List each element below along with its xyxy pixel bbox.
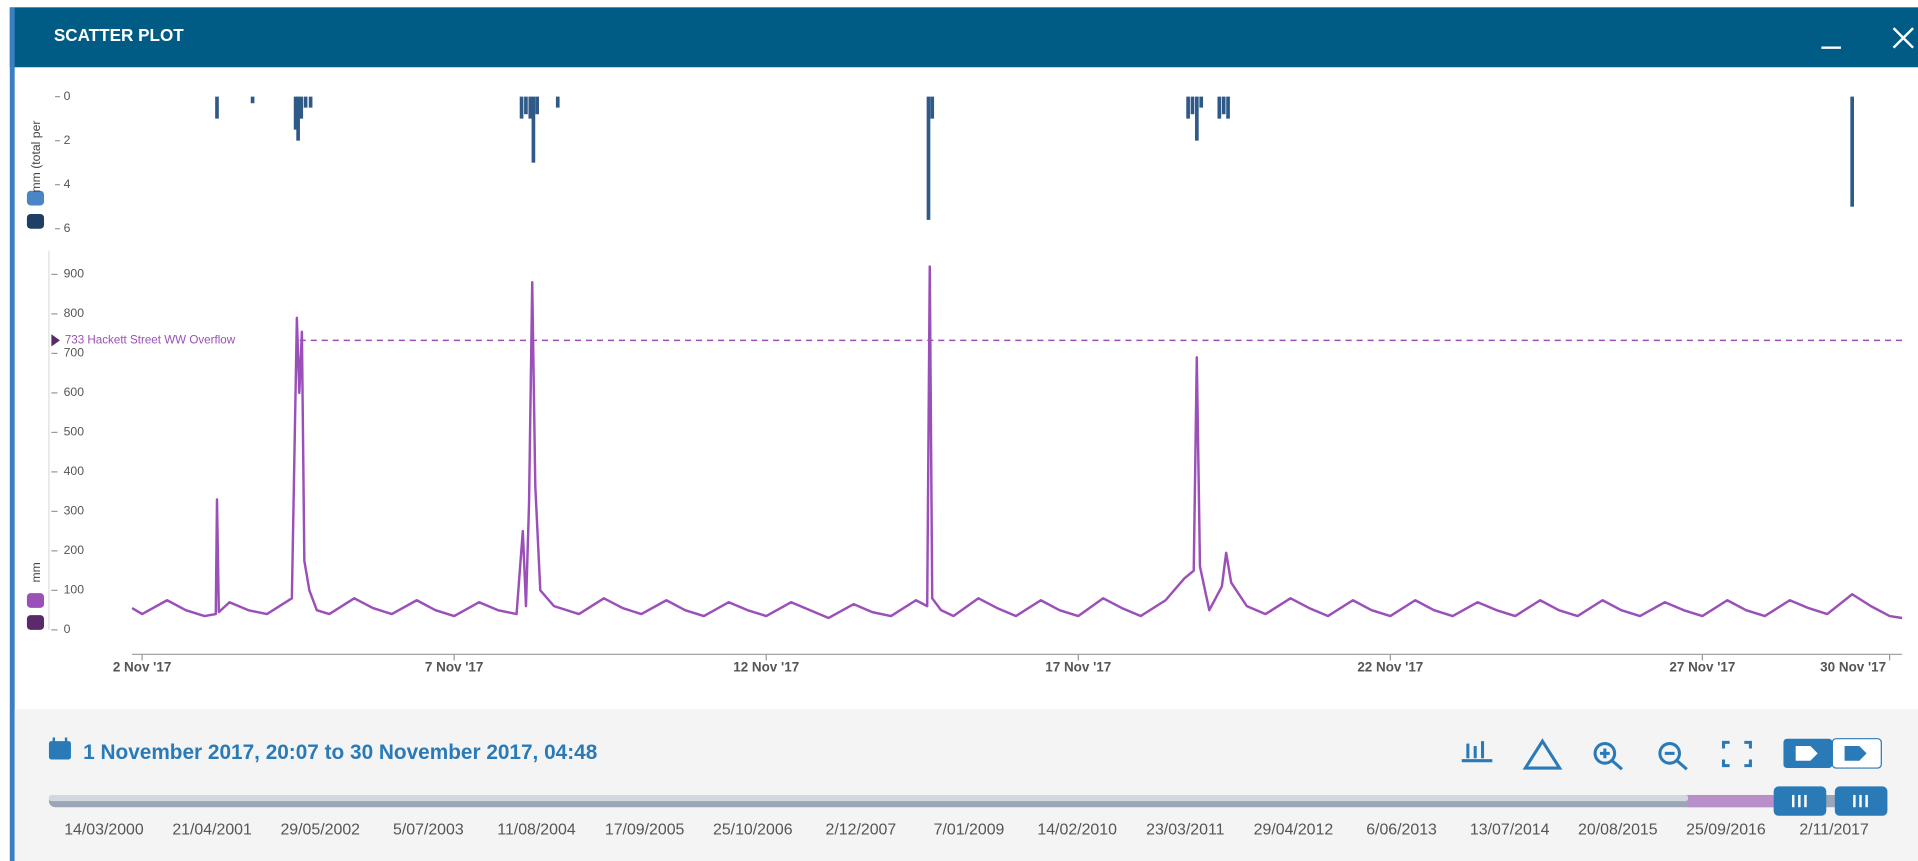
timeline-label: 13/07/2014 <box>1470 822 1550 839</box>
fullscreen-button[interactable] <box>1721 740 1752 768</box>
bar <box>215 96 219 119</box>
y-tick-label: 0 <box>64 622 71 636</box>
control-panel <box>14 709 1918 861</box>
legend-swatch[interactable] <box>26 190 45 206</box>
bar <box>1195 96 1199 141</box>
timeline-label: 14/03/2000 <box>64 822 144 839</box>
y-tick-label: 700 <box>64 346 85 360</box>
slider-track-top <box>48 794 1689 802</box>
threshold-label: 733 Hackett Street WW Overflow <box>65 333 236 346</box>
zoom-in-button[interactable] <box>1593 742 1623 771</box>
y-axis-label: mm <box>29 562 43 582</box>
handle-grip <box>1792 794 1868 808</box>
timeline-label: 25/10/2006 <box>713 822 793 839</box>
bar <box>299 96 304 119</box>
bar <box>1199 96 1204 108</box>
x-tick-label: 22 Nov '17 <box>1357 659 1423 674</box>
y-tick-label: 800 <box>64 306 85 320</box>
bar <box>1217 96 1222 119</box>
bar <box>296 96 300 141</box>
legend-swatch[interactable] <box>26 214 45 229</box>
toolbar <box>1461 738 1752 771</box>
y-tick-label: 300 <box>64 504 85 518</box>
timeline-label: 2/11/2017 <box>1799 822 1869 839</box>
x-tick-label: 27 Nov '17 <box>1669 659 1735 674</box>
y-tick-label: 4 <box>64 177 71 191</box>
y-tick-label: 600 <box>64 385 85 399</box>
timeline-label: 5/07/2003 <box>393 822 464 839</box>
timeline-label: 11/08/2004 <box>497 822 576 839</box>
bar <box>1221 96 1226 115</box>
timeline: 14/03/2000 21/04/2001 29/05/2002 5/07/2003 1… <box>64 822 1869 839</box>
timeline-label: 20/08/2015 <box>1578 822 1658 839</box>
bar <box>519 96 524 119</box>
chart-button[interactable] <box>1461 741 1493 763</box>
timeline-label: 29/04/2012 <box>1254 822 1334 839</box>
legend-swatch[interactable] <box>26 593 45 608</box>
legend-swatch[interactable] <box>26 615 45 630</box>
bar <box>926 96 931 220</box>
timeline-label: 21/04/2001 <box>172 822 252 839</box>
bar <box>524 96 528 115</box>
tag-icon <box>1795 746 1818 761</box>
timeline-label: 23/03/2011 <box>1146 822 1225 839</box>
bar <box>308 96 313 108</box>
bar <box>1190 96 1195 115</box>
bar <box>250 96 255 104</box>
x-tick-label: 2 Nov '17 <box>113 659 171 674</box>
window-title: SCATTER PLOT <box>54 26 184 45</box>
y-tick-label: 200 <box>64 543 85 557</box>
y-tick-label: 6 <box>64 221 71 235</box>
x-tick-label: 12 Nov '17 <box>733 659 799 674</box>
close-button[interactable] <box>1892 27 1914 49</box>
bar <box>1850 96 1855 207</box>
timeline-label: 14/02/2010 <box>1037 822 1117 839</box>
slider-selection <box>1688 794 1777 808</box>
timeline-label: 25/09/2016 <box>1686 822 1766 839</box>
timeline-label: 29/05/2002 <box>280 822 360 839</box>
plots: mm (total per 0 2 4 6 mm 0 100 200 300 400 500 600 70… <box>29 89 1903 674</box>
x-tick-label: 17 Nov '17 <box>1045 659 1111 674</box>
y-tick-label: 400 <box>64 464 85 478</box>
timeline-label: 6/06/2013 <box>1366 822 1437 839</box>
zoom-out-button[interactable] <box>1658 742 1688 771</box>
bar <box>1186 96 1190 119</box>
tags-icon <box>1844 746 1867 761</box>
threshold-marker <box>51 334 60 347</box>
y-tick-label: 0 <box>64 89 71 103</box>
bar <box>531 96 536 163</box>
alert-button[interactable] <box>1522 738 1563 770</box>
y-tick-label: 500 <box>64 425 85 439</box>
y-tick-label: 2 <box>64 133 71 147</box>
calendar-icon <box>48 737 71 760</box>
left-border <box>9 7 15 861</box>
timeline-label: 17/09/2005 <box>605 822 685 839</box>
timeline-label: 7/01/2009 <box>934 822 1005 839</box>
bar <box>535 96 539 115</box>
bar <box>293 96 298 130</box>
bar <box>528 96 533 119</box>
y-tick-label: 100 <box>64 583 85 597</box>
bar <box>1226 96 1230 119</box>
header-bar <box>9 7 1918 68</box>
bar <box>303 96 308 108</box>
x-tick-label: 30 Nov '17 <box>1820 659 1886 674</box>
y-axis-label: mm (total per <box>29 121 43 193</box>
bar <box>930 96 935 119</box>
y-tick-label: 900 <box>64 267 85 281</box>
range-label: 1 November 2017, 20:07 to 30 November 20… <box>83 741 597 764</box>
line-series <box>131 265 1903 620</box>
bar <box>555 96 560 108</box>
timeline-label: 2/12/2007 <box>826 822 897 839</box>
x-tick-label: 7 Nov '17 <box>425 659 483 674</box>
